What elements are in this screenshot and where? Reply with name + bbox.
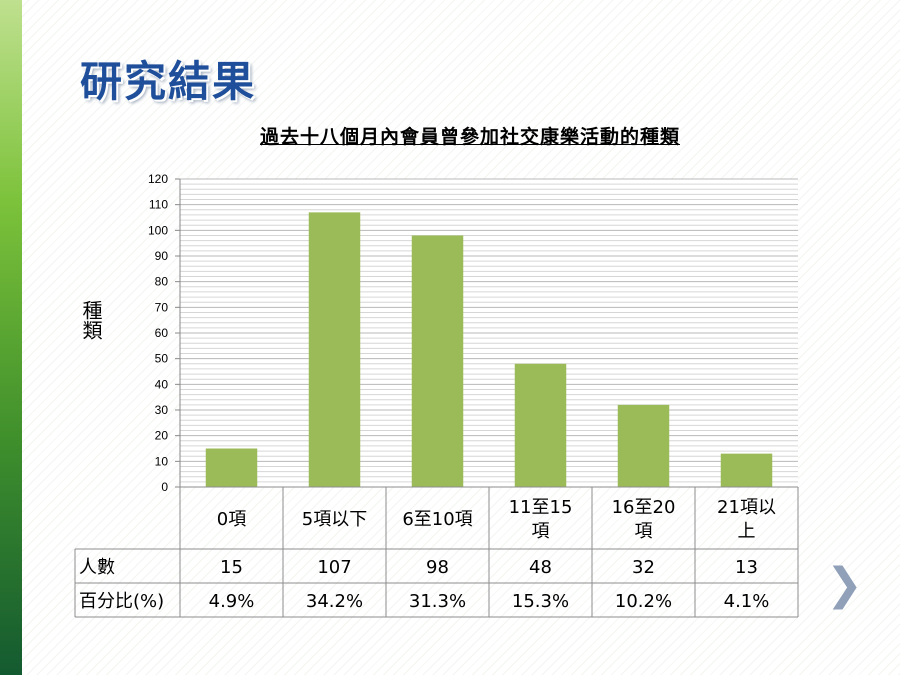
x-category-label: 項	[532, 521, 550, 542]
x-category-label: 16至20	[612, 497, 676, 518]
table-cell: 4.1%	[724, 591, 770, 612]
y-tick-label: 0	[161, 480, 168, 494]
y-axis-label: 種類	[79, 300, 103, 340]
bar	[411, 235, 464, 487]
bar	[205, 448, 258, 487]
x-category-label: 5項以下	[302, 509, 367, 530]
table-cell: 10.2%	[615, 591, 672, 612]
x-category-label: 0項	[217, 509, 246, 530]
slide-sidebar-bar	[0, 0, 22, 675]
y-tick-label: 60	[155, 326, 169, 340]
bar	[617, 404, 670, 487]
y-tick-label: 120	[148, 172, 168, 186]
bar	[514, 363, 567, 487]
y-tick-label: 20	[155, 429, 169, 443]
x-category-label: 11至15	[509, 497, 573, 518]
y-tick-label: 10	[155, 454, 169, 468]
y-tick-label: 30	[155, 403, 169, 417]
table-cell: 4.9%	[209, 591, 255, 612]
y-tick-label: 50	[155, 352, 169, 366]
table-cell: 15	[220, 557, 243, 578]
table-row-label: 百分比(%)	[79, 591, 164, 612]
table-cell: 48	[529, 557, 552, 578]
y-tick-label: 80	[155, 275, 169, 289]
y-tick-label: 90	[155, 249, 169, 263]
bar	[308, 212, 361, 487]
y-tick-label: 100	[148, 223, 168, 237]
chevron-right-icon[interactable]: ❯	[826, 559, 863, 610]
y-tick-label: 110	[149, 198, 168, 212]
x-category-label: 上	[738, 521, 756, 542]
table-cell: 31.3%	[409, 591, 466, 612]
slide-title: 研究結果	[80, 57, 257, 106]
table-cell: 107	[317, 557, 351, 578]
x-category-label: 21項以	[717, 497, 776, 518]
table-cell: 98	[426, 557, 449, 578]
bar	[720, 453, 773, 487]
table-cell: 32	[632, 557, 655, 578]
y-tick-label: 40	[155, 377, 169, 391]
y-tick-label: 70	[155, 300, 169, 314]
x-category-label: 項	[635, 521, 653, 542]
table-cell: 15.3%	[512, 591, 569, 612]
x-category-label: 6至10項	[402, 509, 472, 530]
table-cell: 34.2%	[306, 591, 363, 612]
chart-title: 過去十八個月內會員曾參加社交康樂活動的種類	[259, 126, 680, 148]
table-cell: 13	[735, 557, 758, 578]
table-row-label: 人數	[79, 557, 115, 578]
